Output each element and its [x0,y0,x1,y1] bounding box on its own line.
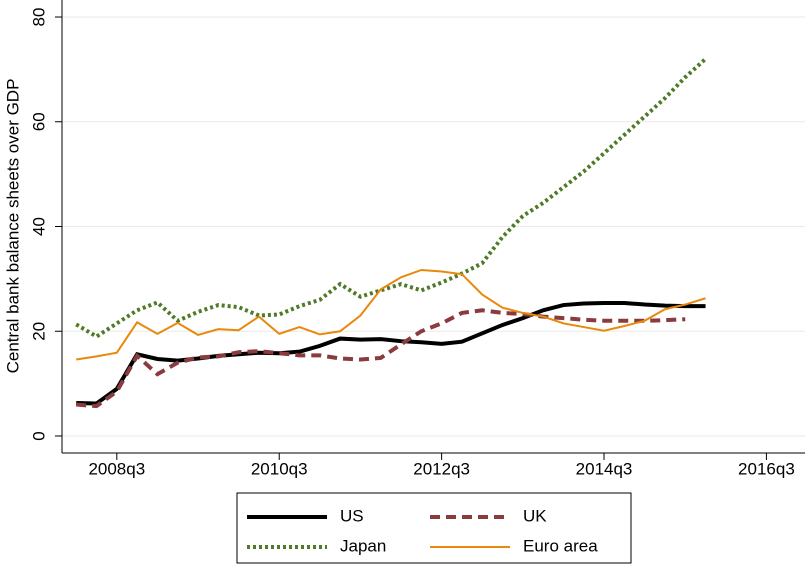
series-line [76,268,706,361]
y-tick-label: 60 [29,112,48,131]
x-tick-label: 2016q3 [738,459,795,478]
x-tick-label: 2014q3 [576,459,633,478]
legend-label: Japan [340,536,386,555]
y-axis-title: Central bank balance sheets over GDP [3,79,22,374]
series-line [76,308,686,409]
series-line [76,300,706,406]
legend-label: Euro area [523,536,598,555]
y-tick-label: 80 [29,8,48,27]
legend-label: US [340,506,364,525]
series-line [75,57,707,339]
y-tick-label: 20 [29,322,48,341]
x-tick-label: 2008q3 [88,459,145,478]
legend-box [236,492,632,564]
x-tick-label: 2012q3 [413,459,470,478]
y-tick-label: 40 [29,217,48,236]
y-tick-label: 0 [29,431,48,440]
legend-label: UK [523,506,547,525]
x-tick-label: 2010q3 [251,459,308,478]
